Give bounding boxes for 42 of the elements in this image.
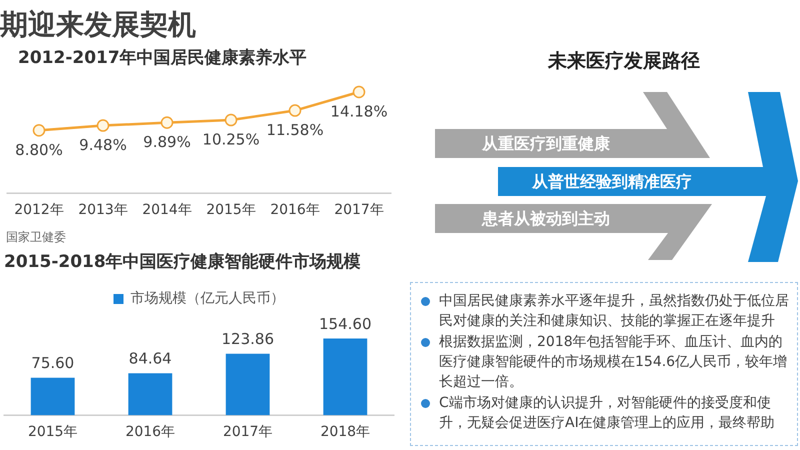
data-label: 84.64	[128, 350, 172, 368]
chart-title: 2015-2018年中国医疗健康智能硬件市场规模	[4, 251, 361, 274]
data-label: 8.80%	[15, 140, 63, 159]
category-label: 患者从被动到主动	[482, 208, 610, 230]
x-tick-label: 2018年	[320, 424, 370, 440]
bar	[226, 354, 270, 416]
bar	[128, 373, 172, 416]
data-label: 9.48%	[79, 136, 127, 154]
x-tick-label: 2014年	[142, 202, 192, 218]
x-tick-label: 2013年	[78, 202, 128, 218]
legend-label: 市场规模（亿元人民币）	[130, 290, 284, 307]
text: 中国居民健康素养水平逐年提升，虽然指数仍处于低位居民对健康的关注和健康知识、技能的掌握正在逐年提升	[439, 292, 790, 331]
data-label: 75.60	[31, 354, 74, 372]
x-tick-label: 2017年	[222, 424, 273, 440]
data-label: 11.58%	[266, 120, 324, 139]
point	[160, 116, 174, 129]
point	[224, 114, 238, 126]
x-tick-label: 2016年	[270, 202, 320, 218]
x-tick-label: 2012年	[14, 202, 64, 218]
point	[32, 124, 46, 137]
data-label: 10.25%	[202, 130, 260, 148]
point	[352, 86, 366, 98]
x-tick-label: 2016年	[125, 424, 176, 440]
data-label: 154.60	[319, 314, 372, 333]
text: 根据数据监测，2018年包括智能手环、血压计、血内的医疗健康智能硬件的市场规模在154.6亿人民币，较年增长超过一倍。	[439, 333, 788, 392]
data-label: 9.89%	[143, 133, 191, 151]
bar	[323, 338, 368, 416]
text: C端市场对健康的认识提升，对智能硬件的接受度和使升，无疑会促进医疗AI在健康管理上的应用，最终帮助	[439, 394, 776, 433]
point	[288, 104, 302, 117]
chart-title: 2012-2017年中国居民健康素养水平	[18, 47, 307, 70]
data-label: 123.86	[222, 330, 274, 348]
text: 未来医疗发展路径	[548, 49, 700, 74]
x-tick-label: 2017年	[334, 202, 384, 218]
category-label: 从重医疗到重健康	[482, 133, 610, 155]
x-tick-label: 2015年	[28, 424, 78, 440]
bar	[30, 378, 75, 416]
x-tick-label: 2015年	[206, 202, 256, 218]
text: 国家卫健委	[6, 229, 66, 246]
data-label: 14.18%	[330, 102, 388, 120]
point	[96, 119, 110, 132]
category-label: 从普世经验到精准医疗	[532, 171, 692, 193]
text: 期迎来发展契机	[0, 8, 196, 42]
